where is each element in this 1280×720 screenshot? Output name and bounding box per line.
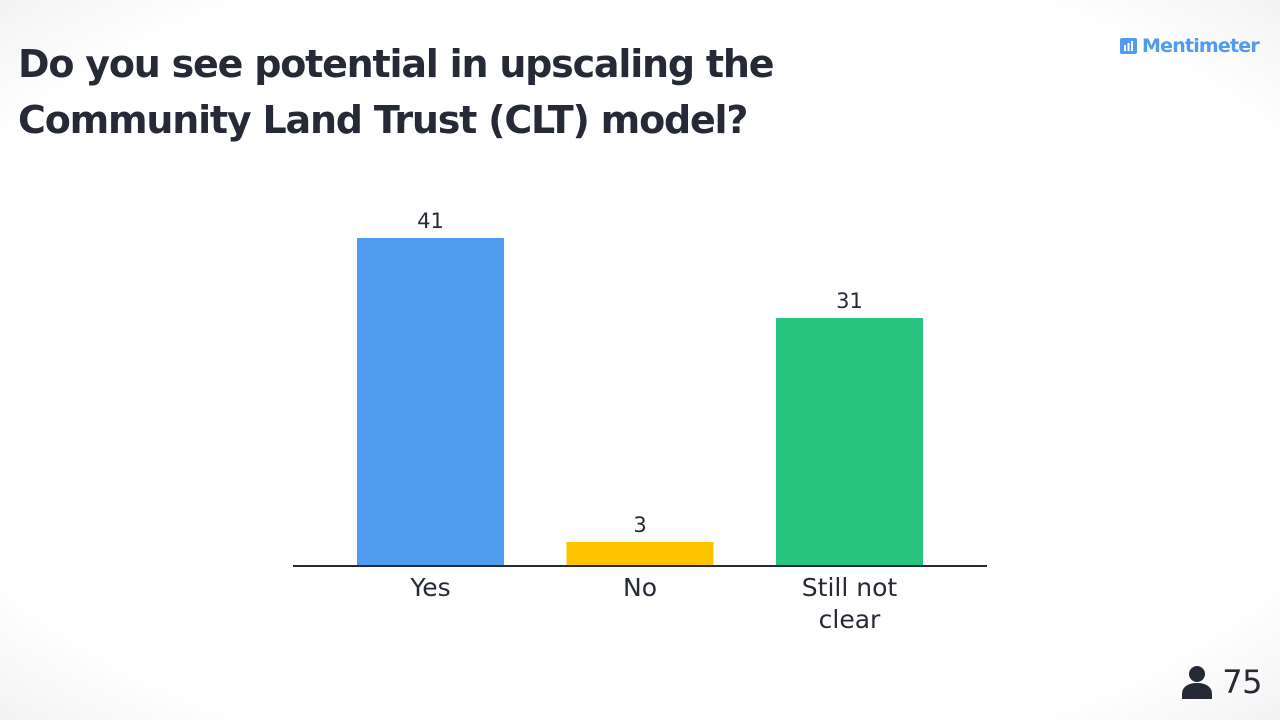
bar-no bbox=[566, 542, 714, 566]
value-label: 31 bbox=[836, 289, 863, 313]
bar-yes bbox=[357, 238, 504, 566]
value-label: 3 bbox=[633, 513, 646, 537]
category-label: No bbox=[623, 573, 657, 602]
category-label: Still not clear bbox=[802, 573, 898, 634]
mentimeter-logo: Mentimeter bbox=[1120, 34, 1260, 58]
participant-count-value: 75 bbox=[1222, 663, 1262, 701]
category-labels-group: Yes No Still not clear bbox=[409, 573, 897, 634]
category-label: Yes bbox=[409, 573, 450, 602]
bar-still-not-clear bbox=[776, 318, 923, 566]
participant-count: 75 bbox=[1182, 660, 1262, 704]
value-labels-group: 41 3 31 bbox=[417, 209, 863, 537]
bars-group bbox=[357, 238, 923, 566]
brand-name: Mentimeter bbox=[1142, 35, 1260, 57]
bar-chart-icon bbox=[1120, 38, 1137, 54]
value-label: 41 bbox=[417, 209, 444, 233]
question-title: Do you see potential in upscaling the Co… bbox=[18, 42, 774, 142]
person-icon bbox=[1182, 666, 1213, 699]
